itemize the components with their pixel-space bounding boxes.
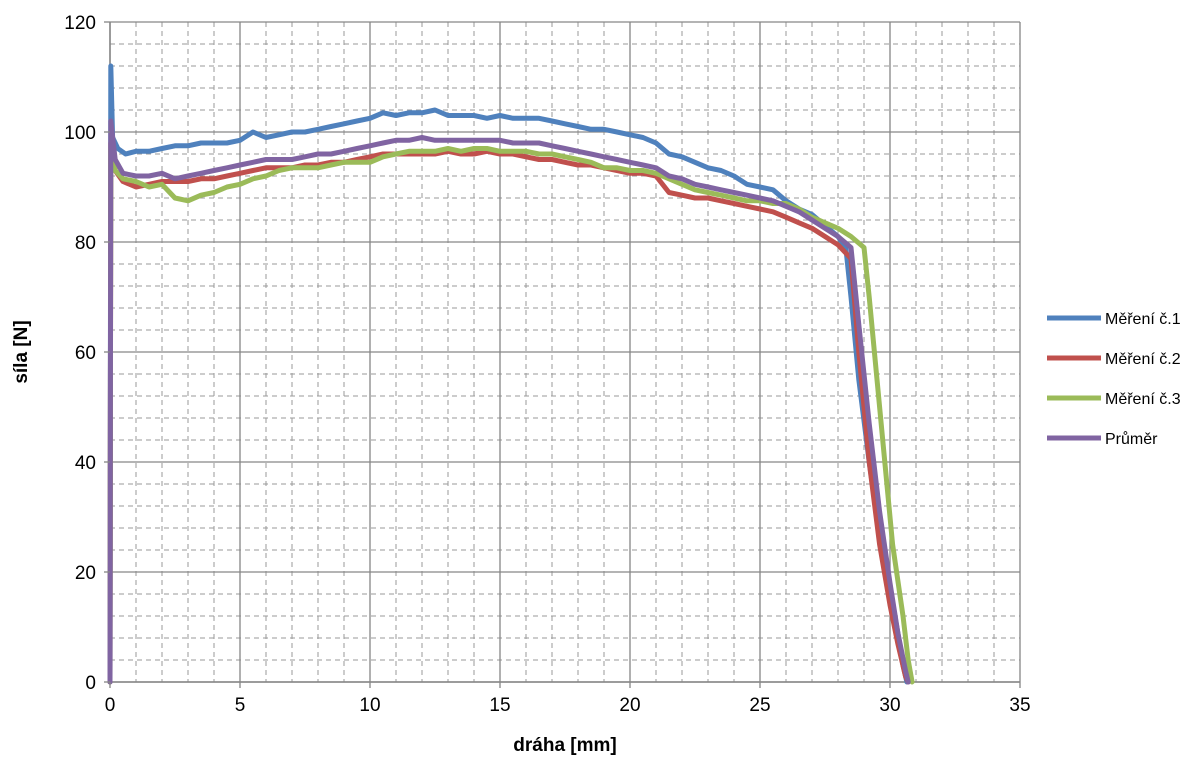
x-tick-label: 15 bbox=[489, 695, 510, 716]
x-tick-label: 5 bbox=[235, 695, 246, 716]
x-tick-label: 25 bbox=[749, 695, 770, 716]
y-axis-tick-labels: 0 20 40 60 80 100 120 bbox=[64, 13, 110, 694]
y-axis-title: síla [N] bbox=[11, 320, 32, 383]
legend-label: Měření č.1 bbox=[1105, 311, 1181, 328]
x-tick-label: 20 bbox=[619, 695, 640, 716]
legend-label: Měření č.3 bbox=[1105, 391, 1181, 408]
x-axis-title: dráha [mm] bbox=[513, 735, 616, 756]
legend-label: Průměr bbox=[1105, 430, 1158, 448]
series-layer bbox=[107, 63, 915, 685]
x-tick-label: 10 bbox=[359, 695, 380, 716]
y-tick-label: 80 bbox=[75, 233, 96, 254]
series-line-4 bbox=[107, 118, 911, 685]
series-line-2 bbox=[107, 140, 911, 685]
legend-label: Měření č.2 bbox=[1105, 351, 1181, 368]
y-tick-label: 0 bbox=[85, 673, 96, 694]
x-tick-label: 30 bbox=[879, 695, 900, 716]
x-tick-label: 35 bbox=[1009, 695, 1030, 716]
y-tick-label: 100 bbox=[64, 123, 96, 144]
legend: Měření č.1 Měření č.2 Měření č.3 Průměr bbox=[1047, 311, 1181, 448]
y-tick-label: 60 bbox=[75, 343, 96, 364]
y-tick-label: 120 bbox=[64, 13, 96, 34]
x-tick-label: 0 bbox=[105, 695, 116, 716]
y-tick-label: 20 bbox=[75, 563, 96, 584]
x-axis-tick-labels: 0 5 10 15 20 25 30 35 bbox=[105, 682, 1031, 716]
y-tick-label: 40 bbox=[75, 453, 96, 474]
